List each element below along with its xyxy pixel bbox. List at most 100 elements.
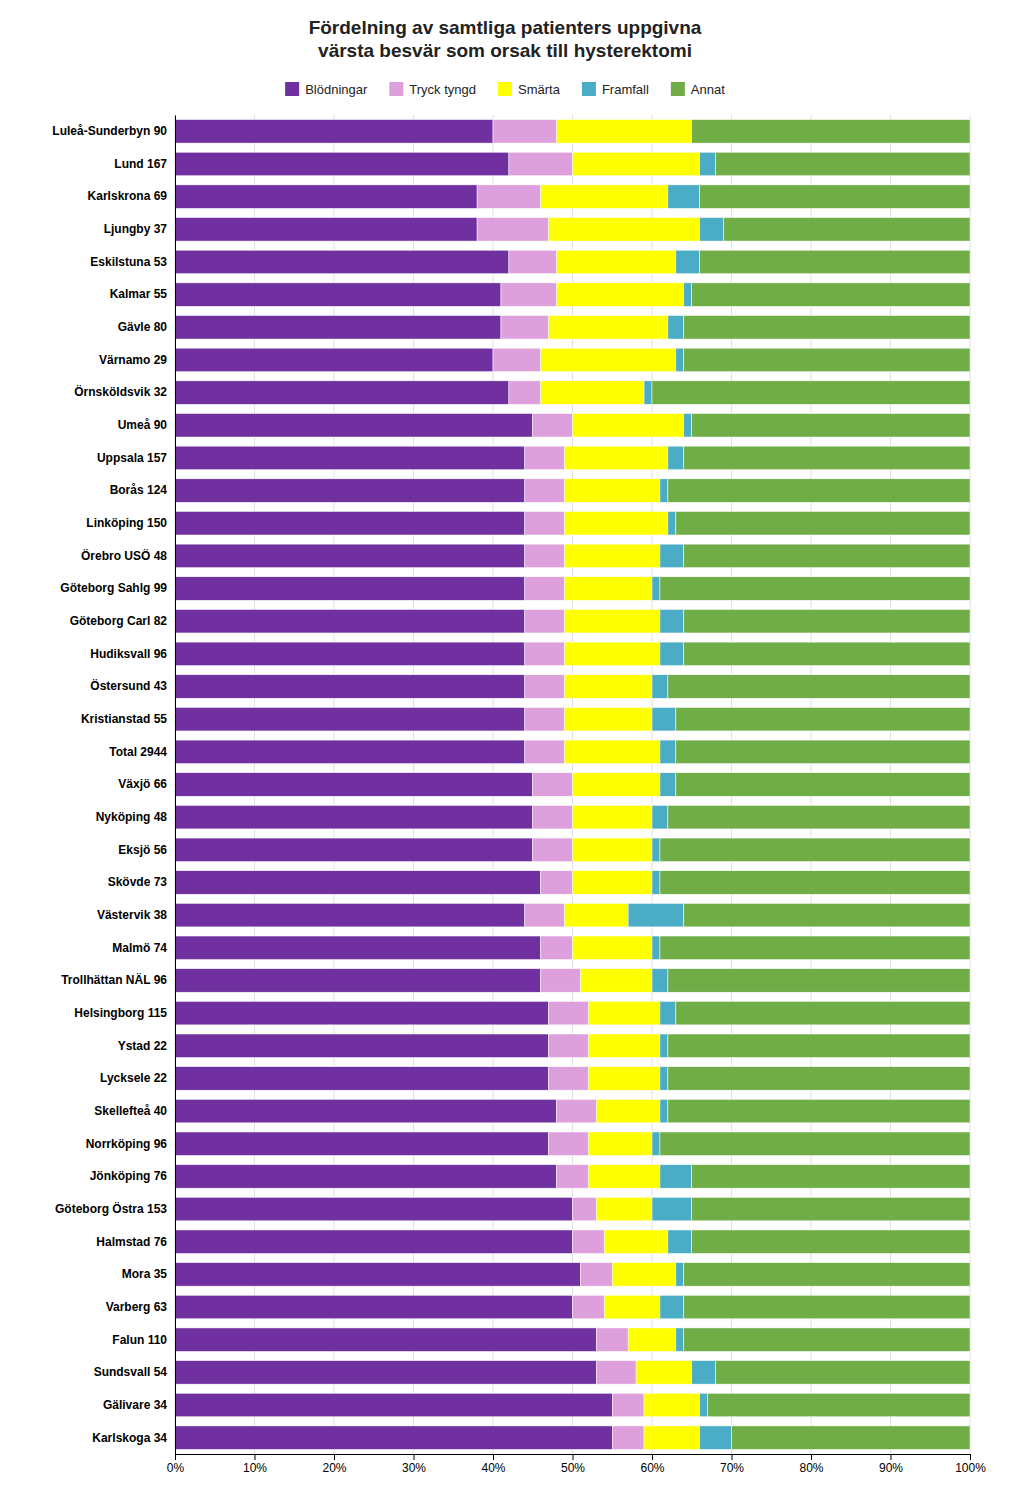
bar (175, 544, 525, 568)
x-tick: 20% (322, 1454, 346, 1475)
bar (565, 446, 668, 470)
bar (565, 903, 629, 927)
bar (565, 479, 660, 503)
legend: BlödningarTryck tyngdSmärtaFramfallAnnat (285, 82, 725, 97)
bar (541, 348, 676, 372)
x-tick: 10% (243, 1454, 267, 1475)
x-tick-label: 60% (640, 1461, 664, 1475)
y-tick: Lycksele 22 (100, 1071, 175, 1085)
bar (175, 1132, 549, 1156)
y-tick: Gälivare 34 (103, 1398, 175, 1412)
bar (692, 413, 970, 437)
bar (175, 871, 541, 895)
y-tick-label: Sundsvall 54 (94, 1365, 168, 1379)
y-tick-label: Gälivare 34 (103, 1398, 167, 1412)
bar (175, 805, 533, 829)
y-tick: Falun 110 (112, 1333, 175, 1347)
bar (668, 1067, 970, 1091)
x-tick: 50% (561, 1454, 585, 1475)
bar (175, 1328, 596, 1352)
bar (557, 1165, 589, 1189)
bar (175, 1361, 596, 1385)
y-tick-label: Halmstad 76 (96, 1235, 167, 1249)
legend-swatch (671, 82, 685, 96)
bar (175, 936, 541, 960)
bar (175, 1001, 549, 1025)
x-tick-label: 100% (955, 1461, 986, 1475)
bar (692, 283, 970, 307)
y-tick: Kalmar 55 (110, 287, 175, 301)
bar (175, 577, 525, 601)
bar (573, 152, 700, 176)
bar (668, 185, 700, 209)
legend-label: Smärta (518, 82, 561, 97)
bar (175, 381, 509, 405)
bar (668, 1099, 970, 1123)
legend-label: Framfall (602, 82, 649, 97)
bar (549, 1067, 589, 1091)
x-tick-mark (414, 1454, 415, 1460)
bar (573, 413, 684, 437)
x-tick: 30% (402, 1454, 426, 1475)
y-tick: Skellefteå 40 (94, 1104, 175, 1118)
bar (557, 250, 676, 274)
bar (175, 1295, 573, 1319)
bar (565, 609, 660, 633)
bar (580, 1263, 612, 1287)
bar (644, 381, 652, 405)
x-tick: 80% (799, 1454, 823, 1475)
y-tick: Luleå-Sunderbyn 90 (52, 124, 175, 138)
bar (684, 1295, 970, 1319)
bar (652, 707, 676, 731)
bar (652, 969, 668, 993)
x-axis: 0%10%20%30%40%50%60%70%80%90%100% (167, 1454, 986, 1475)
chart: Fördelning av samtliga patienters uppgiv… (0, 0, 1010, 1494)
bar (565, 675, 652, 699)
y-tick-label: Varberg 63 (106, 1300, 168, 1314)
bar (660, 740, 676, 764)
bar (676, 250, 700, 274)
x-tick-label: 70% (720, 1461, 744, 1475)
bar (660, 838, 970, 862)
bar (652, 577, 660, 601)
bar (541, 936, 573, 960)
grid (175, 115, 970, 1454)
bar (652, 871, 660, 895)
y-tick: Örebro USÖ 48 (81, 548, 175, 563)
x-tick: 100% (955, 1454, 986, 1475)
y-tick-label: Skövde 73 (108, 875, 168, 889)
bar (175, 675, 525, 699)
bar (175, 1034, 549, 1058)
bar (549, 1001, 589, 1025)
bar (684, 1328, 970, 1352)
bar (175, 413, 533, 437)
bar (684, 348, 970, 372)
bar (684, 316, 970, 340)
bar (652, 1197, 692, 1221)
y-tick-label: Linköping 150 (86, 516, 167, 530)
bar (684, 609, 970, 633)
y-tick: Ljungby 37 (104, 222, 175, 236)
bar (477, 218, 549, 242)
bar (175, 446, 525, 470)
bar (175, 185, 477, 209)
y-tick-label: Falun 110 (112, 1333, 167, 1347)
bar (700, 185, 970, 209)
bar (684, 903, 970, 927)
y-tick: Göteborg Sahlg 99 (60, 581, 175, 595)
bar (604, 1230, 668, 1254)
bar (692, 1165, 970, 1189)
bar (493, 348, 541, 372)
bar (525, 642, 565, 666)
bar (676, 773, 970, 797)
bar (549, 218, 700, 242)
y-tick-label: Ystad 22 (118, 1039, 168, 1053)
bar (660, 577, 970, 601)
bar (588, 1165, 660, 1189)
legend-label: Blödningar (305, 82, 368, 97)
bar (660, 773, 676, 797)
bar (175, 1099, 557, 1123)
bar (175, 609, 525, 633)
bar (175, 250, 509, 274)
bar (501, 316, 549, 340)
